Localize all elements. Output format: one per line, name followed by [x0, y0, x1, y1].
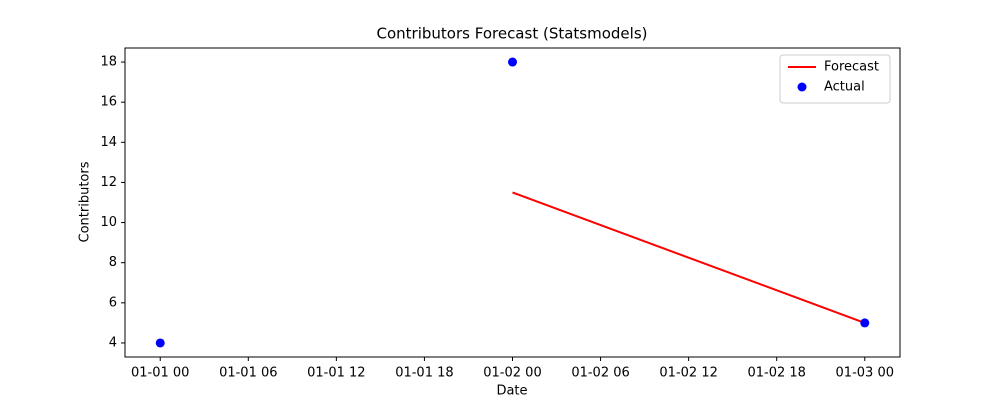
x-tick-label: 01-01 12 [307, 366, 365, 381]
actual-point [508, 57, 517, 67]
x-tick-label: 01-01 00 [131, 366, 189, 381]
x-tick-label: 01-02 00 [483, 366, 541, 381]
x-tick-label: 01-01 06 [219, 366, 277, 381]
forecast-line [512, 191, 866, 324]
legend-label: Forecast [824, 60, 879, 75]
y-tick-label: 16 [100, 95, 117, 110]
plot-frame [124, 47, 901, 358]
actual-point [860, 318, 870, 328]
x-tick-label: 01-03 00 [836, 366, 894, 381]
x-tick-label: 01-01 18 [395, 366, 453, 381]
chart-title: Contributors Forecast (Statsmodels) [377, 25, 648, 43]
x-tick-label: 01-02 18 [747, 366, 805, 381]
actual-point [155, 338, 165, 348]
legend-label: Actual [824, 80, 865, 95]
y-axis-label: Contributors [78, 161, 93, 242]
y-tick-label: 12 [100, 175, 117, 190]
y-tick-label: 4 [109, 335, 117, 350]
y-tick-label: 18 [100, 55, 117, 70]
y-tick-label: 8 [109, 255, 117, 270]
x-tick-label: 01-02 12 [659, 366, 717, 381]
x-axis-label: Date [496, 384, 527, 399]
y-tick-label: 10 [100, 215, 117, 230]
x-tick-label: 01-02 06 [571, 366, 629, 381]
y-tick-label: 6 [109, 295, 117, 310]
y-tick-label: 14 [100, 135, 117, 150]
legend-swatch [797, 82, 807, 92]
